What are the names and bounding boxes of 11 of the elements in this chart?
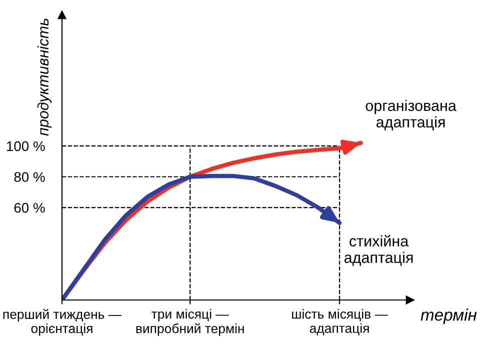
series-label: організована адаптація (366, 100, 456, 130)
line-series (62, 174, 342, 300)
series-label: стихійна адаптація (344, 235, 413, 266)
x-axis-title: термін (420, 308, 477, 324)
y-axis-title: продуктивність (37, 18, 52, 136)
y-tick-label: 100 % (7, 141, 45, 152)
x-tick-label: три місяці — випробний термін (136, 309, 244, 336)
x-tick-label: шість місяців — адаптація (292, 309, 388, 336)
y-tick-label: 80 % (14, 172, 45, 182)
y-tick-label: 60 % (14, 202, 45, 213)
x-tick-label: перший тиждень — орієнтація (3, 309, 122, 336)
